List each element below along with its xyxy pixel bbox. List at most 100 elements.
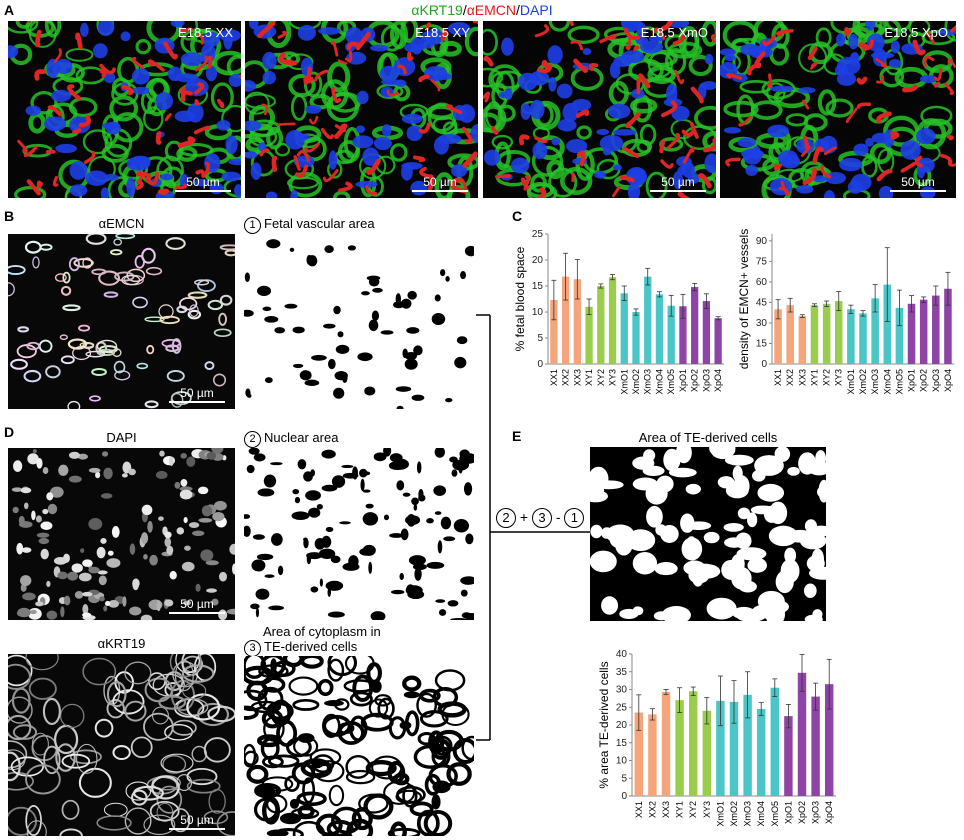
krt19-signal xyxy=(464,26,478,57)
emcn-vessel xyxy=(573,58,588,73)
y-tick-label: 5 xyxy=(537,333,543,344)
emcn-vessel xyxy=(338,181,353,193)
nucleus-signal xyxy=(74,590,84,599)
mask-region xyxy=(723,523,744,532)
mask-region xyxy=(590,524,603,539)
mask-region xyxy=(245,388,251,397)
mask-region xyxy=(404,358,418,370)
krt19-signal xyxy=(576,125,592,140)
step-1-label: Fetal vascular area xyxy=(264,216,375,231)
cytokeratin-signal xyxy=(156,785,183,814)
mask-region xyxy=(389,453,403,463)
dapi-nucleus xyxy=(636,22,647,40)
mask-region xyxy=(426,518,434,524)
emcn-vessel xyxy=(195,55,209,72)
mask-region xyxy=(780,559,800,583)
mask-region xyxy=(303,537,308,542)
vessel-signal xyxy=(170,392,184,408)
emcn-vessel xyxy=(457,177,469,193)
dapi-nucleus xyxy=(245,151,258,159)
panel-label-a: A xyxy=(4,2,15,18)
emcn-vessel xyxy=(660,100,678,118)
mask-region xyxy=(284,775,300,792)
mask-region xyxy=(360,478,365,492)
cytokeratin-signal xyxy=(61,799,80,820)
emcn-vessel xyxy=(163,41,178,60)
emcn-vessel xyxy=(473,21,478,25)
mask-region xyxy=(812,609,823,620)
dapi-nucleus xyxy=(373,136,392,151)
mask-region xyxy=(342,562,360,571)
mask-region xyxy=(266,239,281,249)
dapi-nucleus xyxy=(447,22,471,36)
x-tick-label: XmO1 xyxy=(619,369,629,395)
mask-region xyxy=(733,475,750,497)
x-tick-label: XY3 xyxy=(834,369,844,386)
emcn-vessel xyxy=(702,137,716,153)
nucleus-signal xyxy=(179,486,193,492)
mask-region xyxy=(406,327,420,334)
nucleus-signal xyxy=(164,599,174,607)
mask-region xyxy=(351,807,373,831)
bar xyxy=(634,712,644,796)
vessel-signal xyxy=(218,312,228,326)
mask-region xyxy=(735,532,752,550)
nucleus-signal xyxy=(159,450,165,457)
nucleus-signal xyxy=(42,467,49,475)
step-1-marker: 1 xyxy=(244,217,261,234)
emcn-vessel xyxy=(314,69,329,82)
mask-region xyxy=(244,514,251,519)
nucleus-signal xyxy=(96,546,106,559)
bar xyxy=(907,303,916,364)
emcn-title: αEMCN xyxy=(98,216,145,231)
emcn-vessel xyxy=(322,169,339,183)
dapi-nucleus xyxy=(613,164,622,171)
mask-region xyxy=(460,589,468,597)
dapi-nucleus xyxy=(345,51,367,65)
mask-region xyxy=(308,507,321,518)
nucleus-signal xyxy=(53,556,68,565)
x-tick-label: XpO3 xyxy=(811,801,821,824)
emcn-vessel xyxy=(875,57,888,68)
mask-region xyxy=(251,559,266,572)
mask-region xyxy=(400,528,409,541)
mask-region xyxy=(294,496,301,504)
dapi-nucleus xyxy=(704,153,716,174)
emcn-vessel xyxy=(271,155,278,172)
emcn-vessel xyxy=(136,172,144,185)
y-tick-label: 45 xyxy=(756,297,768,308)
mask-region xyxy=(364,386,376,396)
dapi-grayscale-image: 50 µm xyxy=(8,448,235,620)
emcn-vessel xyxy=(534,136,548,144)
vessel-signal xyxy=(179,297,198,311)
dapi-nucleus xyxy=(126,156,151,171)
nucleus-signal xyxy=(58,464,69,476)
panel-label-b: B xyxy=(4,208,15,224)
dapi-nucleus xyxy=(100,187,110,198)
vessel-signal xyxy=(166,370,185,382)
mask-region xyxy=(300,656,324,669)
nucleus-signal xyxy=(22,592,36,601)
mask-region xyxy=(324,245,334,253)
dapi-nucleus xyxy=(556,83,573,99)
emcn-vessel xyxy=(355,32,371,51)
x-tick-label: XX3 xyxy=(572,369,582,386)
emcn-vessel xyxy=(681,128,696,137)
dapi-nucleus xyxy=(915,128,936,145)
mask-region xyxy=(266,700,294,722)
mask-region xyxy=(325,580,344,591)
emcn-vessel xyxy=(925,31,936,45)
mask-region xyxy=(359,468,368,478)
micrograph-xy: E18.5 XY 50 µm xyxy=(245,21,478,198)
nucleus-signal xyxy=(108,599,120,608)
dapi-nucleus xyxy=(356,90,369,105)
mask-region xyxy=(396,405,404,409)
mask-region xyxy=(413,345,423,356)
dapi-nucleus xyxy=(25,105,42,116)
krt19-signal xyxy=(30,91,58,115)
mask-region xyxy=(368,319,379,332)
krt19-signal xyxy=(389,143,408,162)
emcn-vessel xyxy=(812,146,824,164)
dapi-nucleus xyxy=(69,161,88,180)
emcn-vessel xyxy=(612,185,621,198)
